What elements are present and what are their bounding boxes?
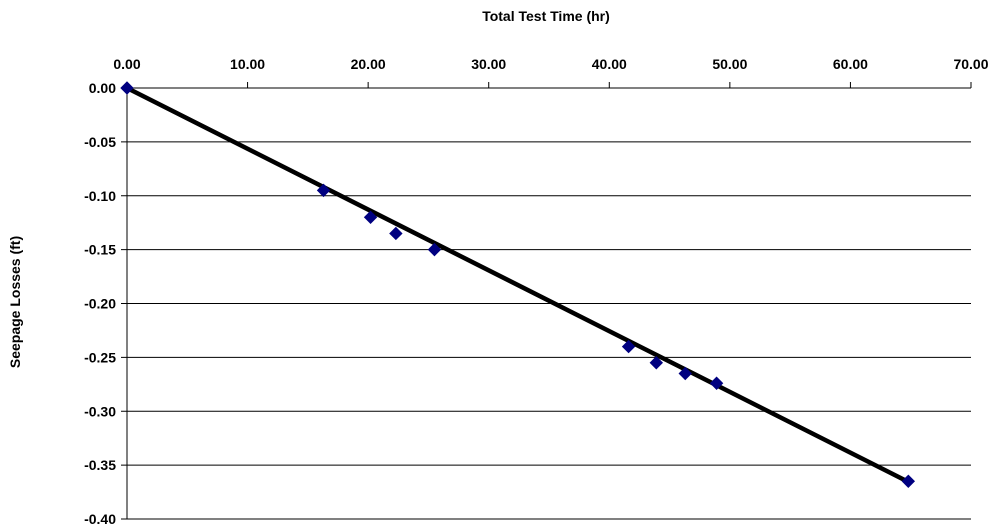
- y-tick-label-0: 0.00: [89, 80, 116, 96]
- x-tick-label-0: 0.00: [113, 56, 140, 72]
- data-point: [678, 366, 692, 381]
- data-point: [316, 183, 331, 198]
- data-point: [709, 376, 724, 390]
- labels-layer: 0.00 -0.05 -0.10 -0.15 -0.20 -0.25 -0.30 -0.35 -…: [84, 56, 989, 527]
- data-point: [621, 339, 636, 354]
- data-point: [649, 356, 664, 370]
- trendline-layer: [124, 85, 911, 485]
- data-point: [389, 226, 403, 241]
- axis-layer: [121, 82, 972, 520]
- y-tick-label-6: -0.30: [84, 403, 116, 419]
- trendline: [124, 85, 911, 485]
- x-tick-label-3: 30.00: [471, 56, 506, 72]
- grid-layer: [127, 87, 971, 520]
- points-layer: [120, 81, 916, 488]
- y-tick-label-2: -0.10: [84, 188, 116, 204]
- data-point: [427, 242, 442, 257]
- x-tick-label-4: 40.00: [592, 56, 627, 72]
- data-point: [901, 474, 916, 488]
- y-tick-label-5: -0.25: [84, 349, 116, 365]
- y-tick-label-3: -0.15: [84, 242, 116, 258]
- x-tick-label-1: 10.00: [230, 56, 265, 72]
- x-tick-label-5: 50.00: [712, 56, 747, 72]
- y-tick-label-7: -0.35: [84, 457, 116, 473]
- y-axis-title: Seepage Losses (ft): [7, 236, 23, 368]
- y-tick-label-8: -0.40: [84, 511, 116, 527]
- x-tick-label-7: 70.00: [953, 56, 988, 72]
- x-axis-title: Total Test Time (hr): [482, 8, 610, 24]
- x-tick-label-2: 20.00: [351, 56, 386, 72]
- y-tick-label-1: -0.05: [84, 134, 116, 150]
- x-tick-label-6: 60.00: [833, 56, 868, 72]
- y-tick-label-4: -0.20: [84, 296, 116, 312]
- data-point: [120, 81, 134, 95]
- data-point: [363, 210, 378, 225]
